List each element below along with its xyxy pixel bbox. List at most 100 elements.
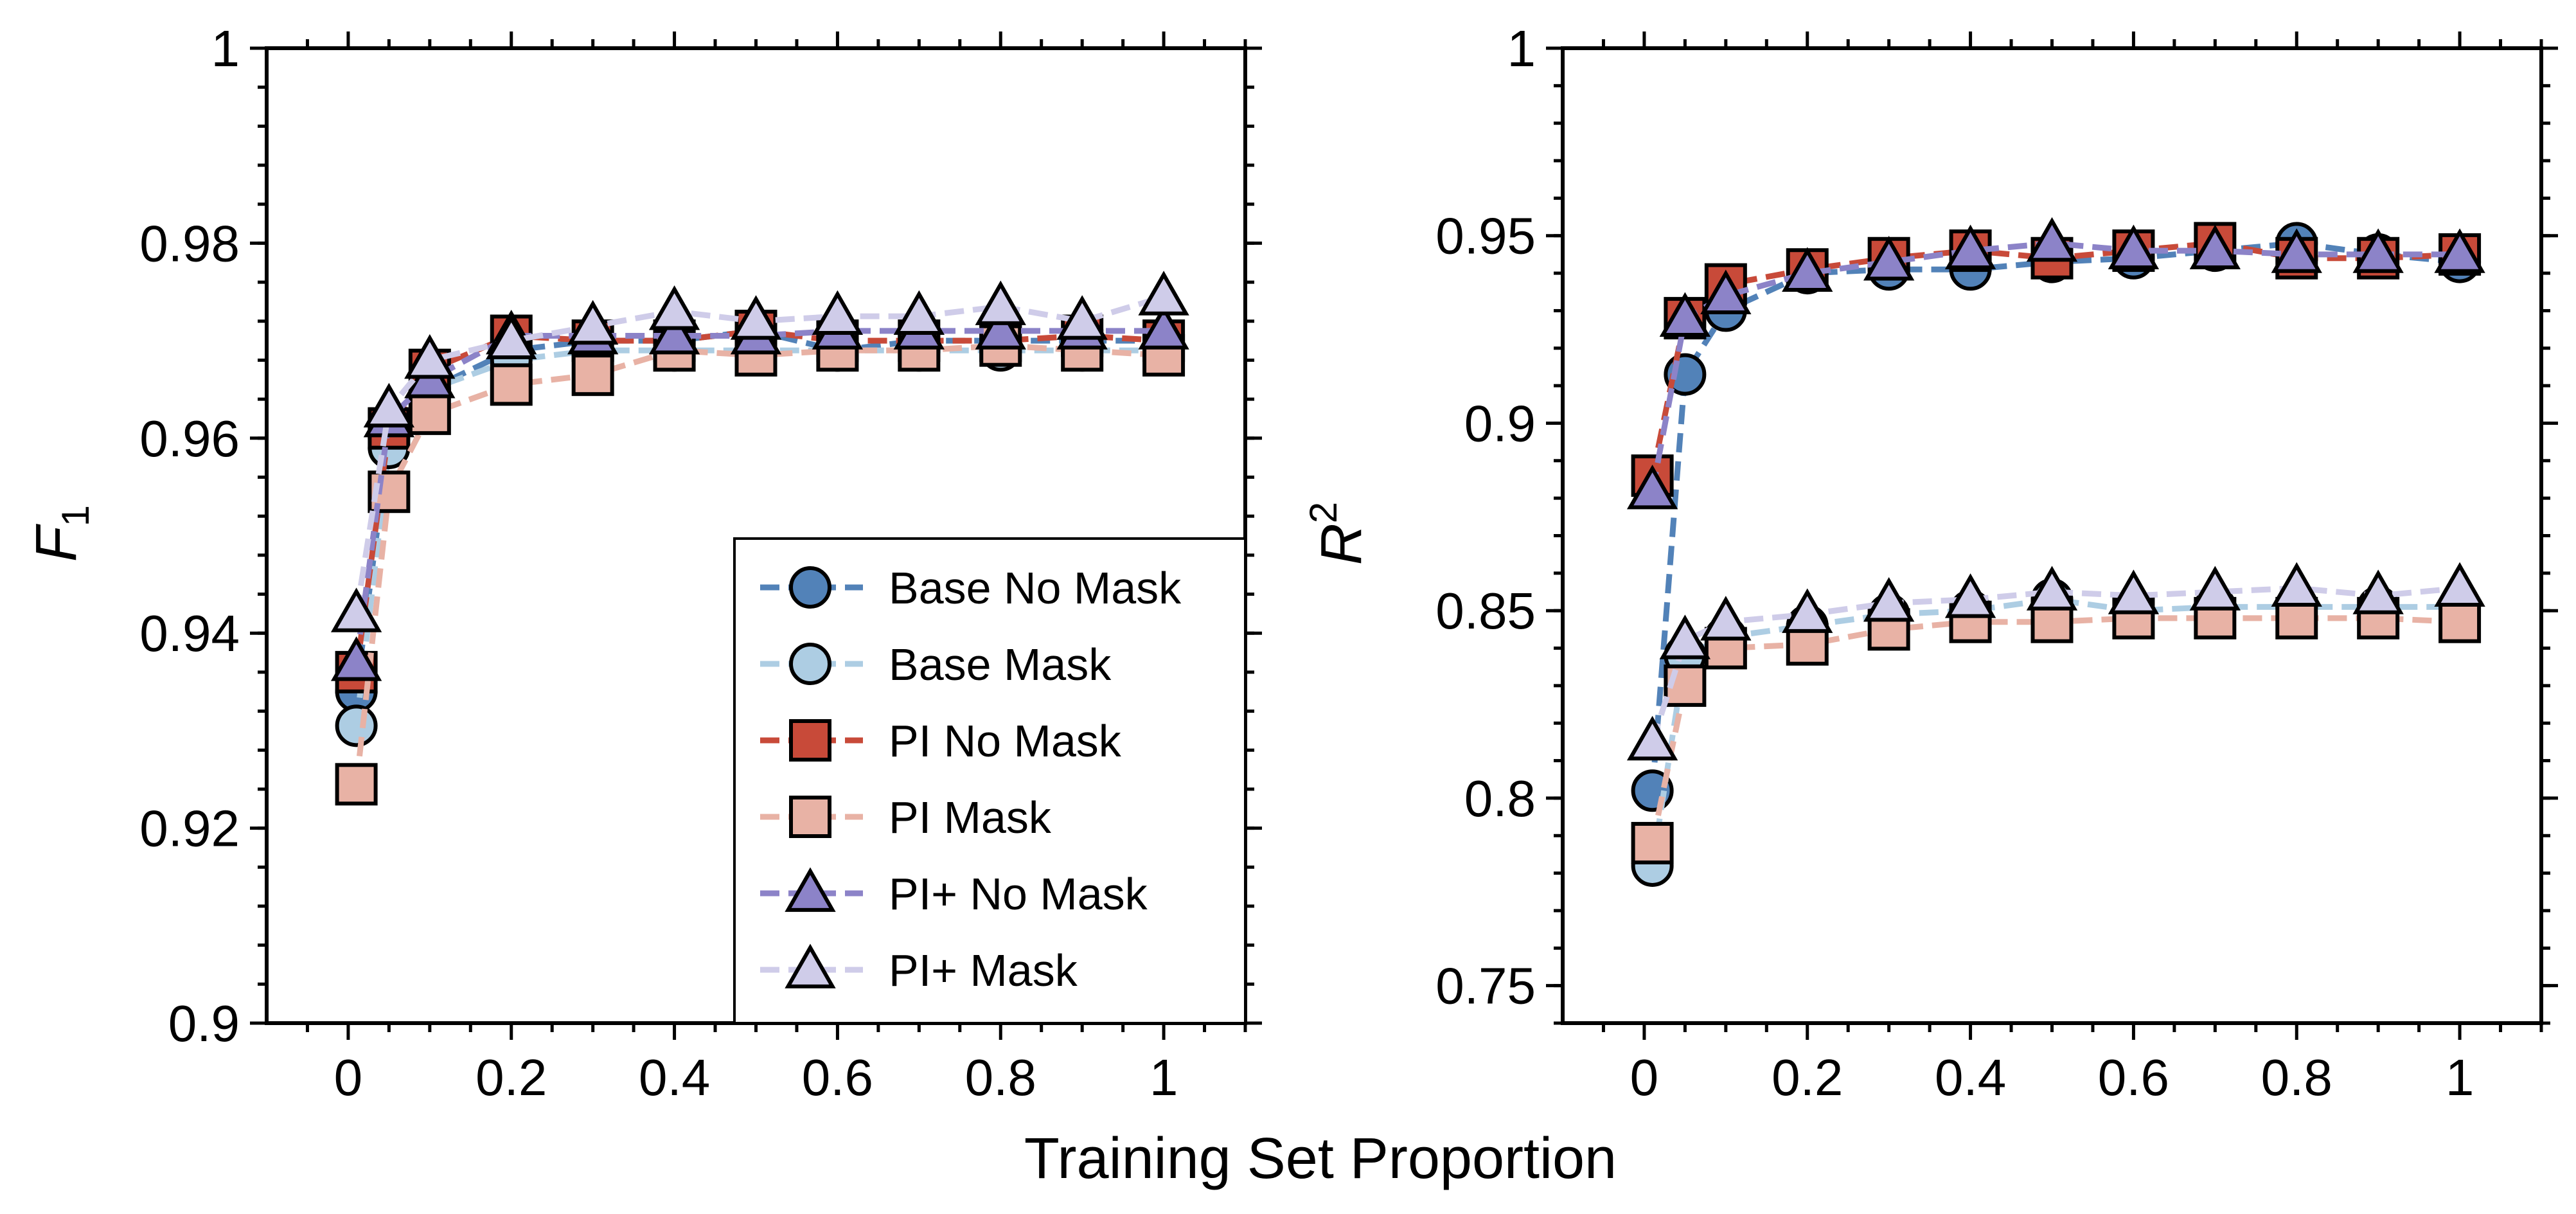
y-tick-label: 0.8	[1464, 770, 1536, 827]
data-point	[1138, 271, 1189, 316]
data-point	[975, 280, 1026, 325]
series-line	[1649, 240, 2460, 791]
data-point	[2026, 217, 2078, 262]
tick-marks	[250, 31, 1262, 1040]
data-point	[571, 353, 614, 397]
tick-marks	[1546, 31, 2558, 1040]
y-axis-label: F1	[24, 505, 97, 562]
data-point	[1782, 247, 1833, 292]
x-tick-label: 0.6	[2098, 1049, 2169, 1106]
data-point	[1138, 305, 1189, 350]
data-point	[1700, 596, 1752, 641]
data-point	[2108, 224, 2160, 269]
data-point	[2352, 569, 2404, 614]
x-tick-label: 0.2	[475, 1049, 547, 1106]
y-tick-label: 0.75	[1435, 958, 1536, 1015]
data-point	[1659, 292, 1711, 337]
data-point	[893, 290, 945, 335]
data-point	[2438, 600, 2482, 643]
y-tick-label: 0.92	[139, 800, 240, 857]
legend-entry: PI+ Mask	[760, 943, 1078, 995]
y-tick-label: 0.9	[1464, 395, 1536, 452]
legend-label: PI Mask	[889, 792, 1052, 843]
x-tick-label: 0.2	[1772, 1049, 1843, 1106]
data-point	[1863, 576, 1915, 622]
series-base_no_mask	[1631, 222, 2482, 812]
y-tick-label: 1	[1507, 20, 1536, 77]
data-point	[975, 305, 1026, 350]
legend-marker	[789, 566, 831, 609]
data-point	[1626, 464, 1678, 510]
y-axis-label: R2	[1302, 502, 1374, 565]
plot-frame	[1561, 46, 2543, 1025]
y-tick-label: 0.85	[1435, 582, 1536, 639]
legend-entry: Base No Mask	[760, 563, 1182, 613]
data-point	[335, 704, 378, 747]
legend-marker	[789, 719, 831, 762]
data-point	[2108, 569, 2160, 614]
x-tick-label: 0.6	[802, 1049, 873, 1106]
data-point	[490, 363, 533, 406]
data-point	[648, 309, 700, 355]
legend-entry: PI No Mask	[760, 716, 1122, 766]
data-point	[2271, 562, 2322, 607]
legend-marker	[789, 796, 831, 838]
y-tick-label: 0.98	[139, 215, 240, 272]
x-tick-label: 0.4	[1935, 1049, 2006, 1106]
series-piplus_mask	[330, 271, 1189, 632]
y-tick-label: 1	[211, 20, 240, 77]
data-point	[1659, 614, 1711, 659]
data-point	[404, 334, 456, 379]
data-point	[567, 299, 619, 345]
data-point	[648, 285, 700, 330]
data-point	[1782, 588, 1833, 633]
legend-label: PI No Mask	[889, 716, 1122, 766]
series-pi_mask	[1631, 596, 2482, 864]
x-axis-label: Training Set Proportion	[1024, 1127, 1617, 1191]
series-line	[1649, 596, 2460, 866]
data-point	[1863, 236, 1915, 281]
data-point	[812, 290, 864, 335]
data-point	[363, 382, 415, 428]
legend-label: Base No Mask	[889, 563, 1182, 613]
data-point	[2026, 566, 2078, 611]
data-point	[408, 392, 451, 435]
legend-entry: PI+ No Mask	[760, 867, 1148, 919]
r2-panel: 0 0.2 0.4 0.6 0.8 1 0.75 0.8 0.85 0.9 0.95 1 R2	[1302, 20, 2558, 1106]
x-tick-label: 0.8	[965, 1049, 1036, 1106]
data-point	[1944, 224, 1996, 269]
series-line	[1649, 615, 2460, 844]
data-point	[2189, 224, 2241, 269]
data-point	[1056, 295, 1108, 340]
legend-label: Base Mask	[889, 639, 1112, 690]
legend-marker	[785, 943, 836, 988]
legend-marker	[785, 867, 836, 912]
x-tick-label: 0.4	[639, 1049, 710, 1106]
series-pi_no_mask	[1631, 222, 2482, 497]
data-point	[2434, 562, 2485, 607]
legend-entry: PI Mask	[760, 792, 1052, 843]
data-point	[486, 314, 537, 359]
x-tick-label: 1	[2446, 1049, 2474, 1106]
f1-panel: 0 0.2 0.4 0.6 0.8 1 0.9 0.92 0.94 0.96 0.98 1 F1	[24, 20, 1262, 1106]
legend: Base No Mask Base Mask PI No Mask PI Mask PI…	[733, 537, 1247, 1024]
y-tick-label: 0.96	[139, 410, 240, 467]
x-tick-label: 0.8	[2261, 1049, 2332, 1106]
data-point	[1631, 821, 1674, 864]
data-point	[1944, 573, 1996, 618]
data-point	[2271, 228, 2322, 273]
legend-box	[733, 537, 1247, 1024]
data-point	[2434, 228, 2485, 273]
data-point	[335, 763, 378, 806]
data-point	[2352, 228, 2404, 273]
data-point	[2189, 566, 2241, 611]
legend-marker	[789, 643, 831, 685]
data-point	[330, 636, 382, 681]
data-point	[730, 295, 782, 340]
y-tick-label: 0.95	[1435, 208, 1536, 265]
legend-label: PI+ No Mask	[889, 869, 1148, 919]
legend-label: PI+ Mask	[889, 945, 1078, 995]
series-piplus_no_mask	[1626, 217, 2485, 510]
data-point	[330, 587, 382, 632]
